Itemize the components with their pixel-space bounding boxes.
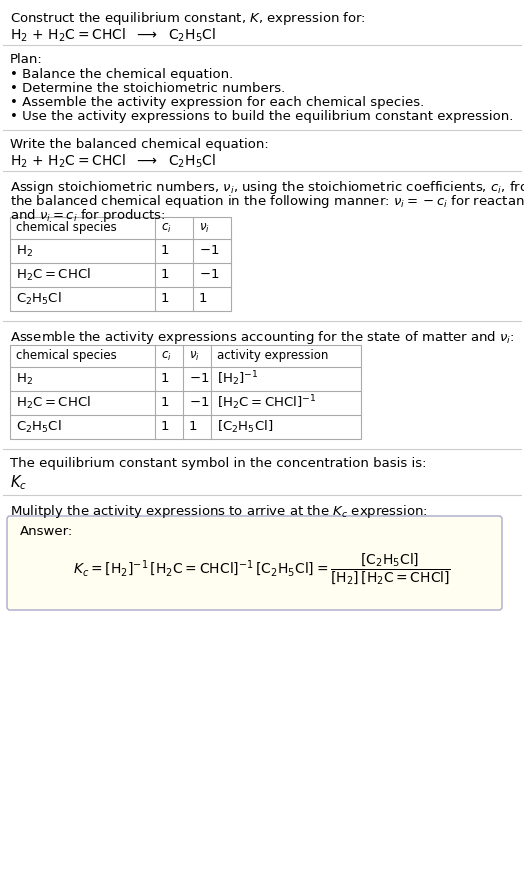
Text: $\mathrm{H_2}$ + $\mathrm{H_2C{=}CHCl}$  $\longrightarrow$  $\mathrm{C_2H_5Cl}$: $\mathrm{H_2}$ + $\mathrm{H_2C{=}CHCl}$ … (10, 27, 216, 45)
Text: $\mathrm{H_2C{=}CHCl}$: $\mathrm{H_2C{=}CHCl}$ (16, 395, 91, 411)
Text: $K_c = [\mathrm{H_2}]^{-1}\,[\mathrm{H_2C{=}CHCl}]^{-1}\,[\mathrm{C_2H_5Cl}] = \: $K_c = [\mathrm{H_2}]^{-1}\,[\mathrm{H_2… (73, 552, 451, 587)
Text: Mulitply the activity expressions to arrive at the $K_c$ expression:: Mulitply the activity expressions to arr… (10, 503, 428, 520)
Text: Plan:: Plan: (10, 53, 43, 66)
Text: 1: 1 (161, 245, 169, 257)
Text: $K_c$: $K_c$ (10, 473, 27, 492)
Text: $\nu_i$: $\nu_i$ (189, 349, 200, 363)
Text: $c_i$: $c_i$ (161, 221, 172, 235)
Text: activity expression: activity expression (217, 349, 329, 363)
Text: $[\mathrm{H_2C{=}CHCl}]^{-1}$: $[\mathrm{H_2C{=}CHCl}]^{-1}$ (217, 394, 316, 413)
Text: the balanced chemical equation in the following manner: $\nu_i = -c_i$ for react: the balanced chemical equation in the fo… (10, 193, 524, 210)
Text: $\mathrm{H_2C{=}CHCl}$: $\mathrm{H_2C{=}CHCl}$ (16, 267, 91, 283)
Text: $\mathrm{C_2H_5Cl}$: $\mathrm{C_2H_5Cl}$ (16, 291, 62, 307)
Text: $\mathrm{H_2}$: $\mathrm{H_2}$ (16, 371, 33, 387)
Text: Assign stoichiometric numbers, $\nu_i$, using the stoichiometric coefficients, $: Assign stoichiometric numbers, $\nu_i$, … (10, 179, 524, 196)
Text: $\nu_i$: $\nu_i$ (199, 221, 210, 235)
Text: $-1$: $-1$ (199, 269, 220, 281)
Text: and $\nu_i = c_i$ for products:: and $\nu_i = c_i$ for products: (10, 207, 166, 224)
Text: $-1$: $-1$ (189, 396, 210, 410)
Text: Write the balanced chemical equation:: Write the balanced chemical equation: (10, 138, 269, 151)
Text: $\mathrm{H_2}$ + $\mathrm{H_2C{=}CHCl}$  $\longrightarrow$  $\mathrm{C_2H_5Cl}$: $\mathrm{H_2}$ + $\mathrm{H_2C{=}CHCl}$ … (10, 153, 216, 171)
Text: $[\mathrm{C_2H_5Cl}]$: $[\mathrm{C_2H_5Cl}]$ (217, 419, 273, 435)
Text: chemical species: chemical species (16, 221, 117, 235)
Text: • Balance the chemical equation.: • Balance the chemical equation. (10, 68, 233, 81)
Text: $c_i$: $c_i$ (161, 349, 172, 363)
Text: Assemble the activity expressions accounting for the state of matter and $\nu_i$: Assemble the activity expressions accoun… (10, 329, 515, 346)
Text: $\mathrm{H_2}$: $\mathrm{H_2}$ (16, 244, 33, 259)
Text: 1: 1 (161, 421, 169, 433)
Text: Construct the equilibrium constant, $K$, expression for:: Construct the equilibrium constant, $K$,… (10, 10, 366, 27)
Text: $-1$: $-1$ (199, 245, 220, 257)
Text: $\mathrm{C_2H_5Cl}$: $\mathrm{C_2H_5Cl}$ (16, 419, 62, 435)
Text: The equilibrium constant symbol in the concentration basis is:: The equilibrium constant symbol in the c… (10, 457, 427, 470)
Text: Answer:: Answer: (20, 525, 73, 538)
Text: 1: 1 (161, 293, 169, 305)
Text: 1: 1 (189, 421, 198, 433)
Text: • Assemble the activity expression for each chemical species.: • Assemble the activity expression for e… (10, 96, 424, 109)
Text: 1: 1 (161, 269, 169, 281)
Text: • Determine the stoichiometric numbers.: • Determine the stoichiometric numbers. (10, 82, 285, 95)
Text: $-1$: $-1$ (189, 372, 210, 386)
Text: 1: 1 (161, 372, 169, 386)
FancyBboxPatch shape (7, 516, 502, 610)
Text: $[\mathrm{H_2}]^{-1}$: $[\mathrm{H_2}]^{-1}$ (217, 370, 258, 388)
Text: chemical species: chemical species (16, 349, 117, 363)
Text: 1: 1 (161, 396, 169, 410)
Text: • Use the activity expressions to build the equilibrium constant expression.: • Use the activity expressions to build … (10, 110, 514, 123)
Bar (10, 345, 361, 439)
Text: 1: 1 (199, 293, 208, 305)
Bar (10, 217, 231, 311)
